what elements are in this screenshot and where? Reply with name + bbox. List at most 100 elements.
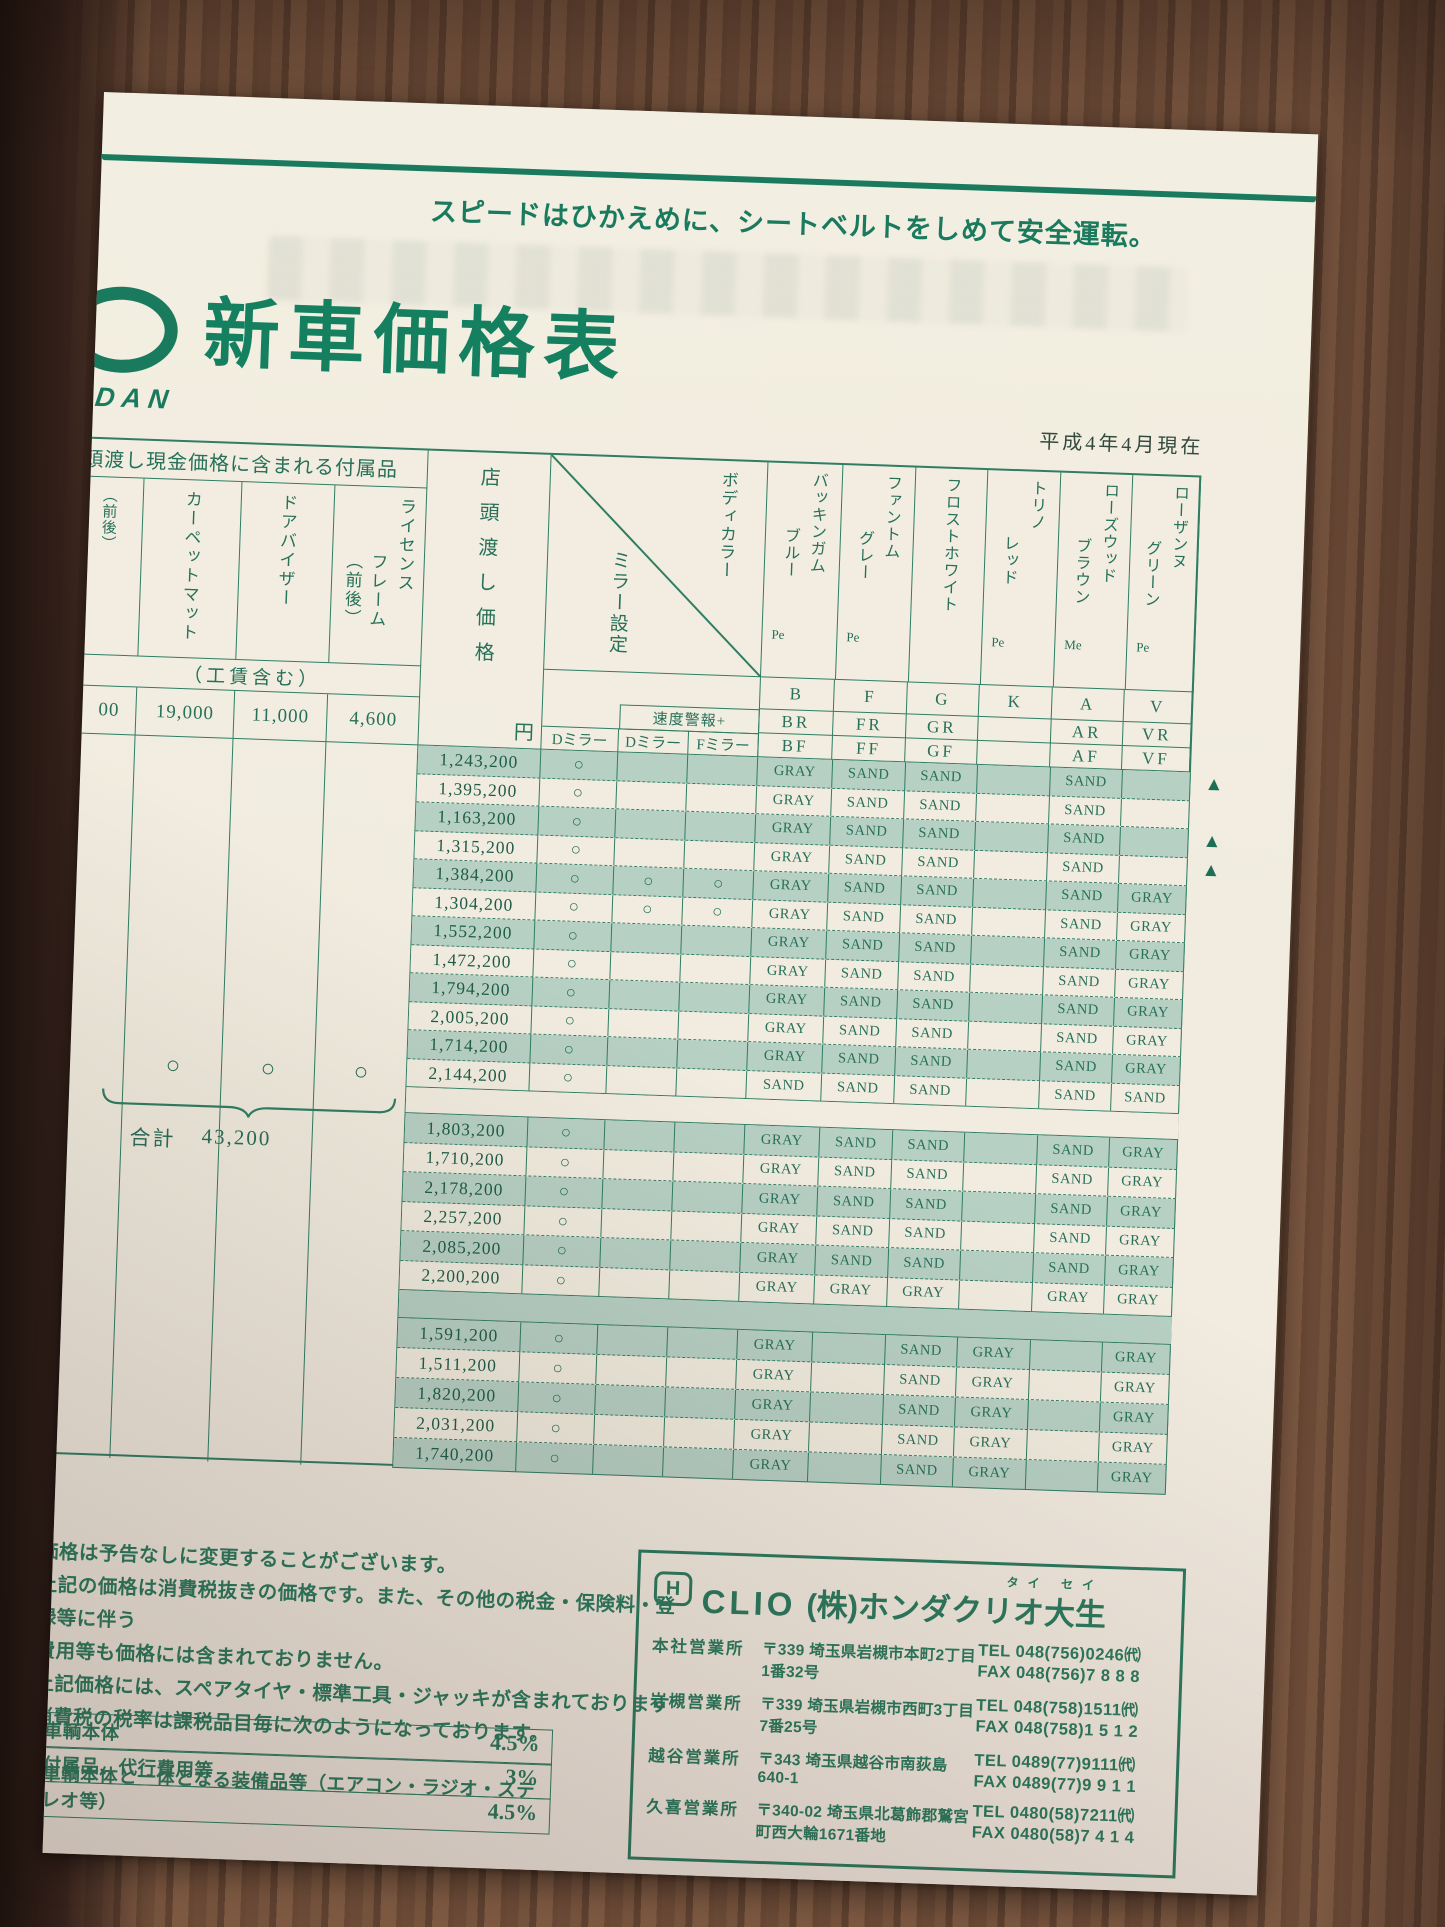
color-availability-cell: SAND [1034,1223,1108,1255]
retail-price-column-header: 店頭渡し価格 円 [418,450,552,750]
color-availability-cell [968,1021,1043,1052]
mirror-cell [599,1267,671,1299]
price-cell: 2,085,200 [400,1231,525,1264]
mirror-cell [604,1120,676,1152]
mirror-cell: ○ [522,1264,601,1297]
price-cell: 1,552,200 [411,916,536,949]
color-availability-cell: GRAY [1115,969,1184,1000]
price-cell: 2,178,200 [402,1172,527,1205]
color-code-cell: GR [905,714,979,741]
mirror-cell: ○ [519,1352,598,1384]
color-availability-cell: GRAY [736,1359,813,1392]
mirror-cell: ○ [613,866,685,897]
office-address: 〒340-02 埼玉県北葛飾郡鷲宮町西大輪1671番地 [755,1801,970,1846]
color-availability-cell: SAND [825,959,900,990]
mirror-bodycolor-diagonal-cell: ミラー設定 ボディカラー [544,454,769,678]
office-list: 本社営業所 〒339 埼玉県岩槻市本町2丁目1番32号 TEL 048(756)02… [645,1629,1166,1856]
color-code-cell: F [833,679,908,715]
color-availability-cell [961,1221,1036,1253]
mirror-cell: ○ [527,1117,606,1149]
color-availability-cell [808,1422,883,1454]
price-cell: 1,472,200 [410,944,535,977]
color-availability-cell: SAND [904,790,978,821]
color-availability-cell: GRAY [1105,1255,1174,1287]
mirror-cell [593,1444,665,1477]
mirror-cell [611,923,683,954]
mirror-cell [597,1325,669,1357]
price-cell: 1,304,200 [412,887,537,920]
color-availability-cell [973,878,1048,909]
color-availability-cell: SAND [819,1127,894,1159]
mirror-cell [610,951,682,982]
door-mirror-label-2: Dミラー [618,728,690,755]
diagonal-divider-line [550,454,762,678]
color-availability-cell: SAND [901,876,975,907]
mirror-cell: ○ [535,892,614,923]
color-availability-cell: GRAY [756,785,833,816]
mirror-cell: ○ [682,897,754,928]
color-column-header: フロストホワイト [908,467,989,685]
table-header: 頭渡し現金価格に含まれる付属品 （前後） カーペットマット ドアバイザー ライセ… [81,438,1202,773]
mirror-cell: ○ [520,1322,599,1354]
color-availability-cell: SAND [882,1395,956,1427]
color-availability-cell: GRAY [752,899,829,930]
price-sheet-paper: スピードはひかえめに、シートベルトをしめて安全運転。 DAN 新車価格表 平成4… [42,92,1319,1896]
price-cell: 2,200,200 [399,1260,524,1294]
mirror-cell: ○ [526,1146,605,1179]
color-availability-cell [1025,1460,1099,1492]
color-availability-cell [812,1332,887,1365]
color-code-cell: BF [757,733,833,760]
color-availability-cell: SAND [816,1216,891,1248]
color-availability-cell: SAND [1111,1083,1180,1114]
mirror-cell: ○ [518,1382,597,1414]
color-column-header: バッキンガム ブルー Pe [760,462,844,680]
color-availability-cell [960,1250,1035,1282]
color-code-cell: BR [758,709,834,736]
price-cell: 1,740,200 [393,1437,518,1472]
color-availability-cell: SAND [1050,767,1123,798]
color-availability-cell: SAND [823,1016,898,1047]
color-availability-cell: SAND [1036,1164,1110,1196]
dealer-header: H CLIO (株)ホンダクリオ大生 タイ セイ [653,1563,1169,1637]
mirror-cell [608,1008,680,1039]
accessory-name-row: （前後） カーペットマット ドアバイザー ライセンス フレーム（前後） [84,476,427,666]
color-availability-cell: SAND [902,847,976,878]
mirror-cell [614,837,686,868]
color-availability-cell: GRAY [814,1275,889,1307]
price-cell: 1,395,200 [416,773,541,806]
mirror-cell: ○ [525,1176,604,1208]
mirror-cell [670,1240,742,1272]
color-availability-cell: GRAY [953,1427,1028,1460]
color-availability-cell: SAND [822,1044,897,1075]
color-availability-cell [811,1362,886,1395]
color-availability-cell: SAND [885,1335,959,1367]
mirror-cell [673,1152,745,1183]
color-availability-cell: SAND [832,759,907,790]
color-availability-cell: SAND [830,816,905,847]
body-color-label: ボディカラー [715,470,739,580]
color-availability-cell: SAND [890,1189,964,1221]
color-availability-cell [976,793,1051,824]
color-code-cell: B [758,677,835,712]
color-availability-cell: GRAY [1109,1137,1179,1169]
accessory-col-partial: （前後） [84,476,145,656]
mirror-cell [667,1327,739,1359]
color-availability-cell: SAND [824,987,899,1018]
color-availability-cell: SAND [895,1047,969,1078]
color-availability-cell [807,1452,882,1484]
yen-unit-label: 円 [513,721,535,745]
price-cell: 2,257,200 [401,1201,526,1235]
color-availability-cell: GRAY [1117,912,1186,943]
color-availability-cell: SAND [827,902,902,933]
furigana: タイ セイ [1006,1575,1104,1593]
price-cell: 2,144,200 [406,1058,531,1091]
color-availability-cell: SAND [884,1365,958,1397]
price-cell: 1,714,200 [407,1030,532,1062]
color-availability-cell: SAND [1042,995,1116,1026]
mirror-cell [616,780,688,811]
total-brace [102,1088,397,1120]
color-availability-cell: GRAY [887,1277,961,1309]
color-availability-cell: SAND [880,1454,954,1487]
color-availability-cell: GRAY [750,956,827,987]
price-cell: 1,803,200 [404,1113,529,1146]
